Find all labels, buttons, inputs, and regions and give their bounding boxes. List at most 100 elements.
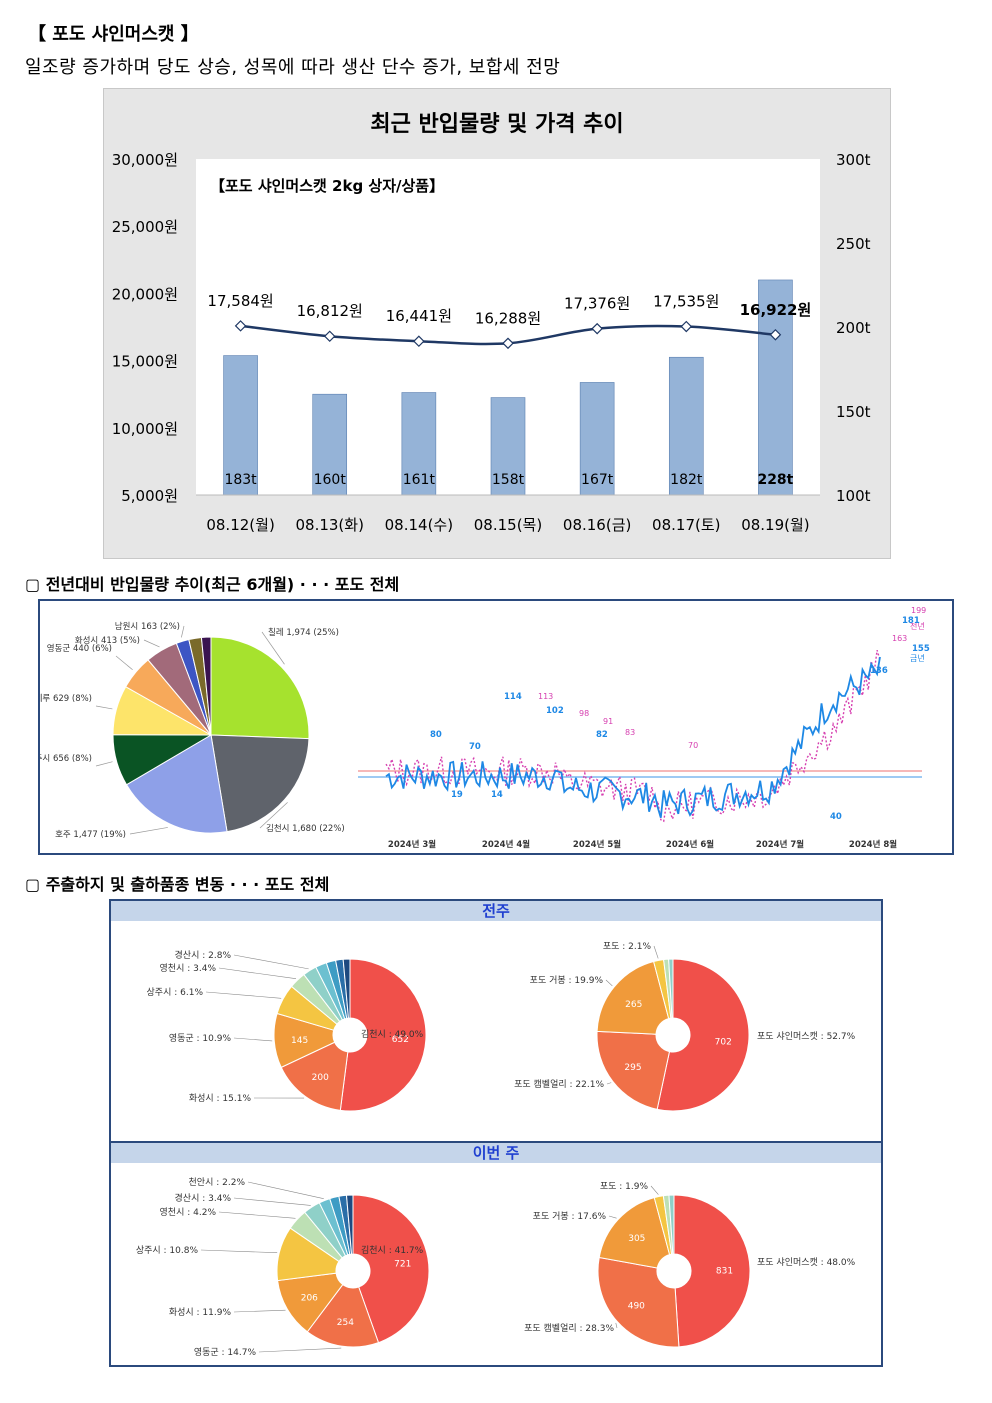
volume-label: 158t — [492, 472, 525, 488]
donut-leader — [218, 967, 297, 980]
price-label: 17,584원 — [207, 292, 273, 310]
pie-leader — [143, 639, 160, 648]
y-right-tick: 200t — [836, 319, 871, 337]
x-tick: 08.19(월) — [741, 516, 809, 534]
pie-slice — [210, 636, 310, 740]
x-tick: 08.17(토) — [652, 516, 720, 534]
pie-slice — [125, 734, 228, 834]
x-tick: 2024년 3월 — [388, 839, 436, 850]
donut-value: 831 — [716, 1266, 733, 1276]
peak-label-prev: 70 — [688, 741, 698, 750]
y-right-tick: 250t — [836, 235, 871, 253]
price-marker — [413, 335, 425, 348]
pie-leader — [129, 827, 168, 835]
price-label: 16,812원 — [297, 302, 363, 320]
y-right-tick: 100t — [836, 487, 871, 505]
x-tick: 2024년 6월 — [666, 839, 714, 850]
donut-slice — [668, 1194, 675, 1255]
donut-label: 영천시 : 3.4% — [160, 963, 217, 974]
donut-leader — [650, 1185, 659, 1195]
peak-label-prev: 163 — [892, 634, 907, 643]
x-tick: 08.15(목) — [474, 516, 542, 534]
donut-value: 145 — [291, 1036, 308, 1046]
peak-label-curr: 40 — [830, 812, 842, 822]
y-right-tick: 300t — [836, 151, 871, 169]
x-tick: 08.12(월) — [206, 516, 274, 534]
donut-value: 721 — [394, 1259, 411, 1269]
price-marker — [502, 337, 514, 350]
series-curr-line — [385, 656, 881, 819]
donut-slice — [598, 1196, 671, 1269]
price-label: 16,288원 — [475, 309, 541, 327]
donut-leader — [615, 1322, 618, 1329]
pie-label: 칠레 1,974 (25%) — [268, 628, 339, 638]
volume-label: 183t — [224, 472, 257, 488]
x-tick: 08.13(화) — [295, 516, 363, 534]
pie-slice — [200, 636, 212, 736]
donut-label: 영동군 : 14.7% — [194, 1347, 257, 1358]
donut-value: 295 — [624, 1063, 641, 1073]
peak-label-prev: 83 — [625, 728, 635, 737]
peak-label-curr: 82 — [596, 730, 608, 740]
donut-value: 206 — [301, 1293, 318, 1303]
donut-leader — [605, 979, 613, 987]
donut-slice — [280, 1041, 349, 1111]
pie-label: 호주 1,477 (19%) — [55, 830, 126, 840]
donut-label: 상주시 : 6.1% — [147, 987, 204, 998]
y-left-tick: 30,000원 — [112, 151, 178, 169]
pie-leader — [95, 761, 113, 767]
volume-bar — [758, 279, 793, 496]
donut-value: 254 — [337, 1318, 354, 1328]
price-volume-chart: 최근 반입물량 및 가격 추이 【포도 샤인머스캣 2kg 상자/상품】 30,00… — [112, 112, 871, 534]
donut-label: 김천시 : 49.0% — [361, 1028, 424, 1040]
page-subtitle: 일조량 증가하며 당도 상승, 성목에 따라 생산 단수 증가, 보합세 전망 — [25, 57, 561, 78]
pie-label: 김천시 1,680 (22%) — [266, 823, 345, 834]
donut-leader — [205, 991, 282, 999]
donut-label: 영동군 : 10.9% — [169, 1033, 232, 1044]
donut-leader — [606, 1082, 612, 1085]
donut-value: 652 — [392, 1035, 409, 1045]
volume-label: 182t — [670, 472, 703, 488]
donut-slice — [306, 1283, 380, 1348]
donut-label: 포도 샤인머스캣 : 52.7% — [757, 1031, 856, 1042]
legend-prev: 전년 — [910, 621, 925, 631]
donut-label: 포도 캠벨얼리 : 22.1% — [514, 1078, 604, 1090]
donut-value: 265 — [625, 1000, 642, 1010]
peak-label-curr: 155 — [912, 644, 930, 654]
donut-leader — [608, 1215, 617, 1219]
donut-slice — [668, 958, 674, 1019]
donut-label: 경산시 : 2.8% — [175, 949, 232, 961]
pie-label: 영동군 440 (6%) — [47, 643, 112, 654]
donut-leader — [218, 1211, 296, 1219]
donut-leader — [258, 1347, 342, 1353]
donut-slice — [339, 958, 427, 1112]
yoy-charts: 칠레 1,974 (25%) 김천시 1,680 (22%) 호주 1,477 (1… — [27, 606, 930, 850]
peak-label-curr: 136 — [870, 666, 888, 676]
y-left-tick: 10,000원 — [112, 420, 178, 438]
peak-label-prev: 98 — [579, 709, 589, 718]
y-right-tick: 150t — [836, 403, 871, 421]
peak-label-prev: 113 — [538, 692, 553, 701]
pie-leader — [261, 631, 285, 665]
donut-slice — [352, 1194, 430, 1344]
donut-leader — [200, 1249, 278, 1253]
y-left-tick: 15,000원 — [112, 353, 178, 371]
legend-curr: 금년 — [910, 653, 925, 663]
donut-label: 상주시 : 10.8% — [136, 1245, 199, 1256]
donut-slice — [673, 1194, 751, 1348]
price-marker — [323, 330, 336, 343]
donut-leader — [247, 1181, 324, 1199]
y-left-tick: 25,000원 — [112, 218, 178, 236]
pie-leader — [95, 705, 113, 710]
donut-label: 천안시 : 2.2% — [189, 1177, 246, 1188]
peak-label-curr: 80 — [430, 730, 442, 740]
yoy-panel: 칠레 1,974 (25%) 김천시 1,680 (22%) 호주 1,477 (1… — [27, 599, 954, 855]
band-this-week: 이번 주 — [111, 1141, 881, 1163]
x-tick: 2024년 4월 — [482, 839, 530, 850]
donut-leader — [233, 954, 309, 970]
donut-slice — [345, 1194, 354, 1255]
volume-label: 228t — [757, 472, 793, 488]
price-marker — [234, 320, 247, 332]
x-tick: 2024년 5월 — [573, 839, 621, 850]
